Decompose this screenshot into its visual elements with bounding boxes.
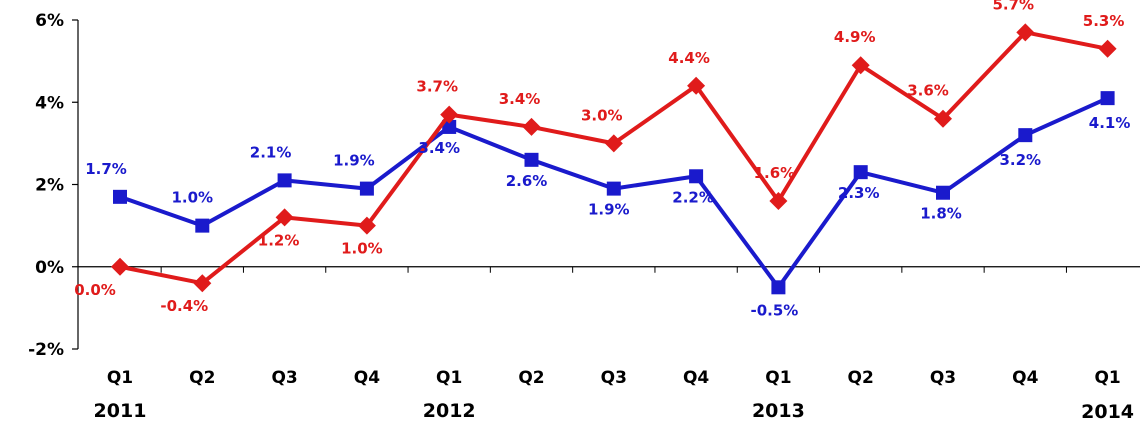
data-point-square bbox=[771, 280, 786, 295]
x-tick-label: Q1 bbox=[107, 368, 133, 388]
x-tick-label: Q2 bbox=[189, 368, 215, 388]
data-point-diamond bbox=[440, 105, 459, 124]
data-point-diamond bbox=[1098, 39, 1117, 58]
data-point-square bbox=[1100, 91, 1115, 106]
data-point-square bbox=[853, 165, 868, 180]
data-point-diamond bbox=[934, 109, 952, 128]
x-tick-label: Q2 bbox=[518, 368, 544, 388]
x-tick-label: Q3 bbox=[271, 368, 297, 388]
data-label: 5.3% bbox=[1083, 12, 1125, 30]
y-tick-label: 6% bbox=[35, 11, 64, 31]
data-label: 3.4% bbox=[418, 139, 460, 157]
data-point-square bbox=[195, 218, 210, 233]
series-blue bbox=[113, 91, 1115, 295]
data-point-diamond bbox=[851, 56, 870, 75]
data-label: 1.6% bbox=[754, 164, 796, 182]
data-label: 1.9% bbox=[588, 201, 630, 219]
data-label: 3.6% bbox=[907, 82, 949, 100]
data-label: 2.6% bbox=[506, 172, 548, 190]
chart-axes: -2% 0% 2% 4% 6% Q1 Q2 Q3 Q4 Q1 Q2 Q3 Q4 Q1 Q2 Q3 Q4 Q1 201… bbox=[28, 11, 1140, 423]
data-label: 3.4% bbox=[499, 90, 541, 108]
x-tick-label: Q1 bbox=[765, 368, 791, 388]
x-tick-label: Q4 bbox=[1012, 368, 1038, 388]
data-point-square bbox=[442, 119, 457, 134]
data-label: 2.1% bbox=[250, 143, 292, 161]
data-label: -0.4% bbox=[160, 297, 208, 315]
x-tick-label: Q3 bbox=[930, 368, 956, 388]
data-label: -0.5% bbox=[750, 301, 798, 319]
data-point-square bbox=[524, 152, 539, 167]
data-point-diamond bbox=[275, 208, 294, 227]
year-label: 2013 bbox=[752, 400, 805, 422]
data-point-square bbox=[113, 189, 127, 204]
data-label: 3.0% bbox=[581, 106, 623, 124]
x-tick-label: Q2 bbox=[848, 368, 874, 388]
data-point-square bbox=[359, 181, 374, 196]
data-label: 2.3% bbox=[838, 184, 880, 202]
data-label: 1.0% bbox=[171, 189, 213, 207]
data-point-square bbox=[277, 173, 292, 188]
data-label: 1.2% bbox=[258, 231, 300, 249]
data-point-diamond bbox=[193, 274, 212, 293]
data-point-diamond bbox=[604, 134, 623, 153]
data-point-square bbox=[1018, 128, 1033, 143]
x-tick-label: Q4 bbox=[354, 368, 380, 388]
data-label: 4.9% bbox=[834, 28, 876, 46]
x-tick-label: Q1 bbox=[436, 368, 462, 388]
y-tick-label: 0% bbox=[35, 258, 64, 278]
data-point-square bbox=[606, 181, 621, 196]
x-tick-label: Q3 bbox=[601, 368, 627, 388]
data-label: 3.2% bbox=[999, 151, 1041, 169]
data-point-diamond bbox=[687, 76, 706, 95]
data-label: 4.4% bbox=[668, 49, 710, 67]
data-label: 1.9% bbox=[333, 152, 375, 170]
data-label: 1.8% bbox=[920, 205, 962, 223]
data-label: 5.7% bbox=[992, 0, 1034, 13]
y-tick-label: 4% bbox=[35, 93, 64, 113]
data-label: 3.7% bbox=[416, 78, 458, 96]
data-point-square bbox=[689, 169, 704, 184]
data-label: 0.0% bbox=[74, 281, 116, 299]
data-point-diamond bbox=[111, 257, 129, 276]
data-label: 1.0% bbox=[341, 240, 383, 258]
y-tick-label: 2% bbox=[35, 176, 64, 196]
data-label: 2.2% bbox=[672, 188, 714, 206]
data-label: 1.7% bbox=[85, 160, 127, 178]
x-tick-label: Q4 bbox=[683, 368, 709, 388]
chart-data-labels: 1.7% 1.0% 2.1% 1.9% 3.4% 2.6% 1.9% 2.2% -0.5% 2.3… bbox=[74, 0, 1130, 319]
y-tick-label: -2% bbox=[28, 340, 64, 360]
x-tick-label: Q1 bbox=[1094, 368, 1120, 388]
data-point-square bbox=[936, 185, 950, 200]
year-label: 2014 bbox=[1081, 401, 1134, 423]
data-point-diamond bbox=[522, 117, 541, 136]
data-point-diamond bbox=[1016, 23, 1035, 42]
chart-series bbox=[111, 23, 1117, 295]
data-label: 4.1% bbox=[1089, 114, 1131, 132]
year-label: 2011 bbox=[94, 400, 147, 422]
year-label: 2012 bbox=[423, 400, 476, 422]
data-point-diamond bbox=[769, 191, 788, 210]
data-point-diamond bbox=[357, 216, 376, 235]
series-red bbox=[111, 23, 1117, 293]
